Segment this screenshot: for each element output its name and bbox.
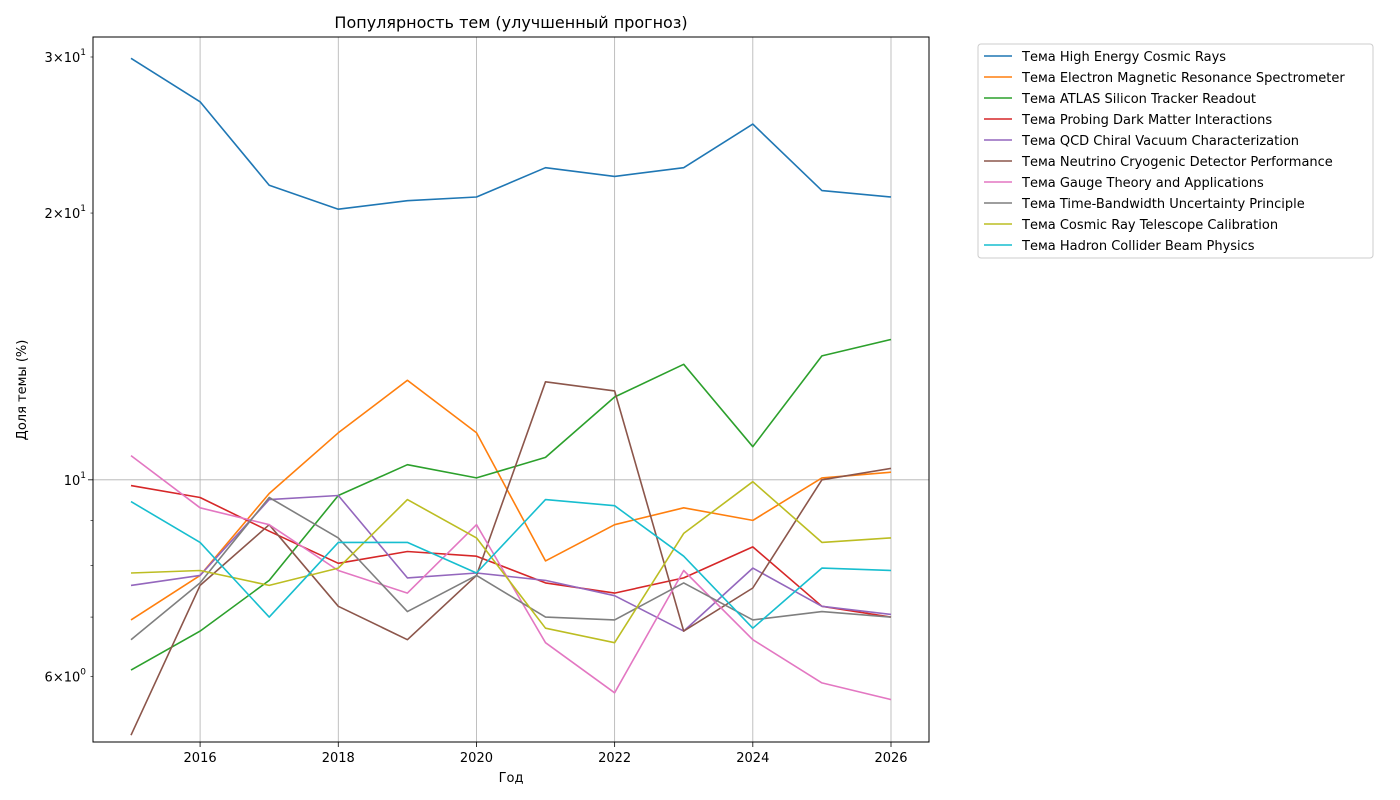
legend-entry: Тема Probing Dark Matter Interactions [1021,113,1272,128]
legend-entry: Тема Electron Magnetic Resonance Spectro… [1021,71,1345,86]
y-tick-label: 101 [64,471,86,489]
y-tick-label: 2×101 [45,204,86,222]
series-line [130,494,892,632]
legend-box [977,43,1374,259]
series-line [130,379,892,621]
x-tick-label: 2018 [322,751,355,766]
y-tick-label: 3×101 [45,48,86,66]
y-tick-times: ×10 [53,207,80,222]
series-line [130,480,892,644]
y-tick-label: 6×100 [45,667,87,685]
legend-entry: Тема Neutrino Cryogenic Detector Perform… [1021,155,1333,170]
x-tick-label: 2016 [184,751,217,766]
x-tick-label: 2024 [736,751,769,766]
legend-entry: Тема Hadron Collider Beam Physics [1021,239,1255,254]
x-tick-label: 2020 [460,751,493,766]
grid [93,37,929,742]
y-tick-times: ×10 [53,51,80,66]
plot-area-frame [92,36,930,743]
y-tick-exp: 1 [80,204,86,214]
legend: Тема High Energy Cosmic Rays Тема Electro… [977,43,1374,259]
series-lines [130,57,892,736]
legend-entry: Тема QCD Chiral Vacuum Characterization [1021,134,1299,149]
legend-entry: Тема Gauge Theory and Applications [1021,176,1264,191]
series-line [130,380,892,736]
series-line [130,498,892,630]
series-line [130,484,892,618]
y-tick-times: ×10 [53,670,80,685]
series-line [130,454,892,701]
series-line [130,57,892,210]
y-tick-base: 3 [45,51,53,66]
legend-entry: Тема Cosmic Ray Telescope Calibration [1021,218,1278,233]
series-line [130,338,892,671]
x-tick-label: 2026 [874,751,907,766]
x-tick-label: 2022 [598,751,631,766]
chart-title: Популярность тем (улучшенный прогноз) [334,13,687,32]
y-axis-label: Доля темы (%) [15,340,30,441]
legend-entry: Тема Time-Bandwidth Uncertainty Principl… [1021,197,1305,212]
x-axis: 2016 2018 2020 2022 2024 2026 [184,742,908,766]
x-axis-label: Год [499,771,524,786]
y-tick-base: 2 [45,207,53,222]
legend-entry: Тема High Energy Cosmic Rays [1021,50,1226,65]
legend-entry: Тема ATLAS Silicon Tracker Readout [1021,92,1256,107]
y-tick-base: 6 [45,670,53,685]
y-tick-exp: 1 [80,48,86,58]
y-tick-exp: 0 [80,667,86,677]
y-tick-exp: 1 [80,471,86,481]
y-tick-base: 10 [64,474,81,489]
